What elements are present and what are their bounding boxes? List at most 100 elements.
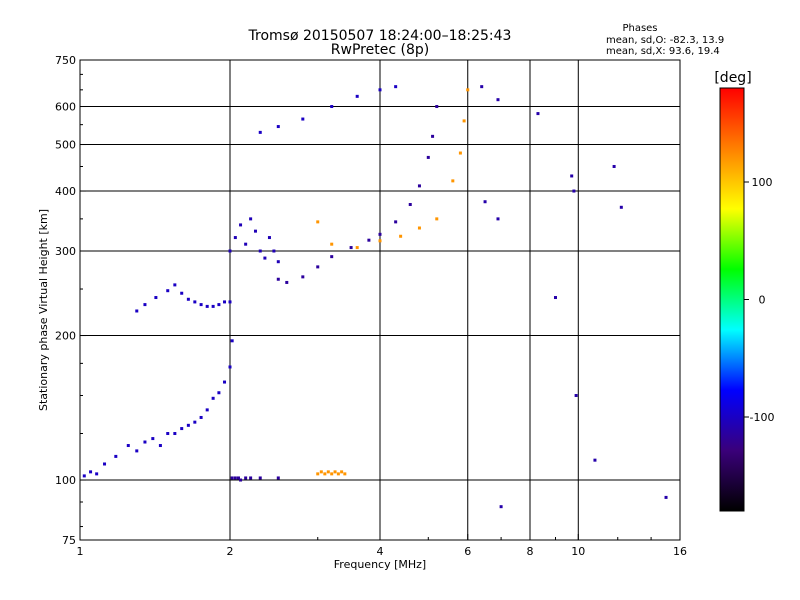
y-tick-label: 300 (55, 245, 76, 258)
data-point (205, 304, 209, 308)
y-tick-label: 500 (55, 139, 76, 152)
y-axis-ticks: 75 100 200 300 400 500 600 750 (55, 54, 86, 547)
data-point (319, 470, 323, 474)
data-point (435, 105, 439, 109)
x-tick-label: 10 (571, 545, 585, 558)
data-point (228, 249, 232, 253)
colorbar-tick-label: 100 (752, 176, 773, 189)
data-point (367, 238, 371, 242)
data-point (276, 260, 280, 264)
data-point (199, 303, 203, 307)
data-point (253, 229, 257, 233)
data-point (466, 88, 470, 92)
colorbar-ticks: 100 0 -100 (744, 176, 774, 424)
data-point (233, 476, 237, 480)
y-tick-label: 200 (55, 330, 76, 343)
data-point (612, 164, 616, 168)
data-point (330, 255, 334, 259)
data-point (330, 105, 334, 109)
data-point (336, 472, 340, 476)
data-point (158, 444, 162, 448)
data-point (570, 174, 574, 178)
grid-lines (80, 60, 680, 540)
x-tick-label: 16 (673, 545, 687, 558)
data-point (417, 184, 421, 188)
x-tick-label: 2 (227, 545, 234, 558)
chart-title: Tromsø 20150507 18:24:00–18:25:43 (248, 28, 512, 44)
data-point (378, 232, 382, 236)
data-point (408, 202, 412, 206)
data-point (228, 300, 232, 304)
data-point (431, 134, 435, 138)
data-point (326, 470, 330, 474)
data-point (301, 275, 305, 279)
x-tick-label: 6 (464, 545, 471, 558)
data-point (267, 236, 271, 240)
data-point (619, 205, 623, 209)
data-point (135, 449, 139, 453)
data-point (166, 432, 170, 436)
data-point (135, 309, 139, 313)
data-point (483, 200, 487, 204)
data-point (451, 179, 455, 183)
phases-o-stats: mean, sd,O: -82.3, 13.9 (606, 35, 724, 46)
x-tick-label: 1 (77, 545, 84, 558)
data-point (236, 476, 240, 480)
data-point (574, 394, 578, 398)
data-point (223, 380, 227, 384)
data-point (151, 437, 155, 441)
data-point (399, 234, 403, 238)
data-point (193, 420, 197, 424)
data-point (496, 98, 500, 102)
x-tick-label: 8 (527, 545, 534, 558)
data-point (211, 304, 215, 308)
data-point (82, 474, 86, 478)
data-point (394, 220, 398, 224)
data-point (186, 297, 190, 301)
data-point (276, 476, 280, 480)
x-tick-label: 4 (377, 545, 384, 558)
data-point (593, 458, 597, 462)
data-point (193, 300, 197, 304)
data-point (244, 476, 248, 480)
data-point (154, 296, 158, 300)
data-point (249, 217, 253, 221)
data-point (316, 472, 320, 476)
y-tick-label: 400 (55, 185, 76, 198)
data-point (276, 125, 280, 129)
data-point (89, 470, 93, 474)
data-point (143, 303, 147, 307)
data-point (496, 217, 500, 221)
data-point (249, 476, 253, 480)
data-point (217, 303, 221, 307)
data-point (166, 289, 170, 293)
data-point (211, 396, 215, 400)
data-point (230, 339, 234, 343)
y-tick-label: 100 (55, 474, 76, 487)
data-point (258, 130, 262, 134)
data-point (239, 223, 243, 227)
data-point (499, 505, 503, 509)
data-point (536, 112, 540, 116)
data-point (126, 444, 130, 448)
colorbar-tick-label: -100 (750, 411, 775, 424)
data-point (199, 415, 203, 419)
data-point (205, 408, 209, 412)
data-point (394, 85, 398, 89)
data-point (228, 365, 232, 369)
data-point (458, 151, 462, 155)
data-point (217, 391, 221, 395)
data-point (343, 472, 347, 476)
data-point (330, 242, 334, 246)
x-axis-ticks: 1 2 4 6 8 10 16 (77, 534, 687, 558)
y-tick-label: 75 (62, 534, 76, 547)
data-point (378, 88, 382, 92)
phases-heading: Phases (622, 23, 657, 34)
data-point (316, 265, 320, 269)
data-point (143, 440, 147, 444)
data-point (233, 236, 237, 240)
data-point (180, 291, 184, 295)
data-point (333, 470, 337, 474)
data-point (340, 470, 344, 474)
phase-colorbar (719, 87, 745, 512)
